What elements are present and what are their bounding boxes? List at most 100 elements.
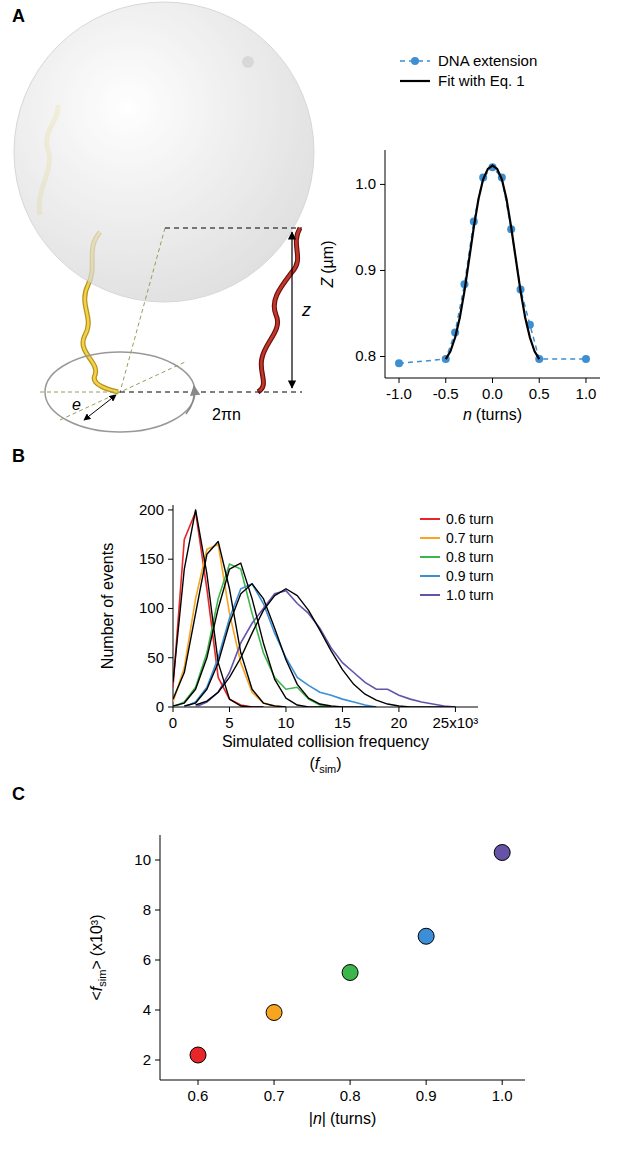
legend-swatch — [420, 575, 440, 577]
axis-title: Simulated collision frequency — [222, 733, 429, 750]
dna-strand — [274, 228, 300, 315]
diagram-label: z — [301, 300, 311, 320]
x-tick-label: 10 — [278, 714, 295, 731]
guide — [120, 228, 165, 392]
y-tick — [155, 1010, 160, 1011]
guide — [165, 228, 302, 229]
x-tick — [274, 1080, 275, 1085]
bead-diagram: z e 2πn — [14, 2, 314, 432]
fit-line — [184, 584, 376, 707]
x-tick-label: 0.7 — [264, 1087, 285, 1104]
legend-swatch — [420, 537, 440, 539]
histogram-line — [173, 564, 331, 707]
axis-title-part: sim — [96, 970, 108, 987]
guide — [40, 392, 120, 393]
legend-label: 0.9 turn — [446, 568, 493, 584]
panel-letter: A — [12, 6, 25, 26]
x-tick — [426, 1080, 427, 1085]
point — [342, 965, 358, 981]
figure: ABCze2πn-1.0-0.50.00.51.00.80.91.0Z(µm)n… — [0, 0, 624, 1155]
y-tick-label: 10 — [134, 851, 151, 868]
y-tick — [168, 707, 173, 708]
axis-title-part: (turns) — [330, 1110, 376, 1127]
panel-letter: C — [12, 784, 25, 804]
y-tick — [380, 184, 385, 185]
x-tick — [399, 378, 400, 383]
y-tick-label: 6 — [143, 951, 151, 968]
y-tick-label: 4 — [143, 1001, 151, 1018]
legend-marker — [411, 57, 419, 65]
x-tick — [502, 1080, 503, 1085]
panel-letter: B — [12, 446, 25, 466]
x-tick — [285, 707, 286, 712]
axis-title-part: sim — [319, 763, 336, 775]
x-tick-label: 0.5 — [529, 385, 550, 402]
axes: -1.0-0.50.00.51.00.80.91.0 — [355, 150, 600, 402]
axis-title: n(turns) — [463, 406, 522, 423]
series-line — [399, 167, 586, 363]
radius-arrow — [84, 395, 116, 420]
x-tick — [229, 707, 230, 712]
point — [494, 845, 510, 861]
x-tick — [539, 378, 540, 383]
diagram-label: 2πn — [212, 406, 241, 423]
axis-title-part: n — [463, 406, 472, 423]
x-tick-label: 1.0 — [492, 1087, 513, 1104]
y-tick — [155, 860, 160, 861]
x-tick — [398, 707, 399, 712]
diagram-label: e — [72, 396, 81, 413]
guide — [120, 392, 302, 393]
x-tick-label: 25x10³ — [432, 714, 478, 731]
x-tick-label: 0.0 — [482, 385, 503, 402]
axis-title-part: n — [313, 1110, 322, 1127]
legend-swatch — [420, 556, 440, 558]
x-tick — [342, 707, 343, 712]
x-tick — [492, 378, 493, 383]
legend: DNA extensionFit with Eq. 1 — [400, 52, 537, 89]
axes: 0510152025x10³050100150200 — [139, 501, 478, 731]
y-tick-label: 8 — [143, 901, 151, 918]
y-tick — [168, 608, 173, 609]
x-tick-label: 1.0 — [576, 385, 597, 402]
y-tick-label: 2 — [143, 1051, 151, 1068]
x-tick-label: 0.9 — [416, 1087, 437, 1104]
axis-title-part: (µm) — [319, 241, 336, 274]
series-line — [446, 165, 539, 359]
axis-title: Z (µm) — [319, 241, 336, 289]
point — [190, 1047, 206, 1063]
legend-swatch — [400, 80, 430, 82]
legend-label: 0.8 turn — [446, 549, 493, 565]
y-tick-label: 0 — [156, 698, 164, 715]
point — [418, 928, 434, 944]
plot-area — [173, 510, 455, 707]
axis-title-part: > — [88, 960, 105, 969]
x-tick-label: 15 — [334, 714, 351, 731]
axis-title: <fsim>(x10³) — [88, 914, 108, 1000]
bead-spot — [242, 56, 254, 68]
axis-title-part: (turns) — [476, 406, 522, 423]
legend-swatch — [420, 518, 440, 520]
y-axis-line — [160, 835, 161, 1080]
axis-title-part: Z — [319, 276, 336, 288]
y-tick — [380, 356, 385, 357]
y-tick-label: 0.8 — [355, 347, 376, 364]
y-tick-label: 50 — [147, 649, 164, 666]
x-tick-label: 20 — [391, 714, 408, 731]
y-tick-label: 200 — [139, 501, 164, 518]
x-tick — [173, 707, 174, 712]
x-tick — [198, 1080, 199, 1085]
axis-title: Number of events — [99, 543, 116, 669]
y-tick — [155, 960, 160, 961]
point — [266, 1005, 282, 1021]
axis-title-part: | — [322, 1110, 326, 1127]
point — [395, 359, 403, 367]
axis-title-part: ) — [336, 755, 341, 772]
x-axis-line — [160, 1080, 525, 1081]
plot-area — [190, 845, 510, 1064]
x-tick-label: -1.0 — [386, 385, 412, 402]
x-tick — [445, 378, 446, 383]
axis-title: |n|(turns) — [309, 1110, 376, 1127]
axis-title-part: < — [88, 991, 105, 1000]
y-tick — [168, 657, 173, 658]
x-tick-label: 0 — [169, 714, 177, 731]
